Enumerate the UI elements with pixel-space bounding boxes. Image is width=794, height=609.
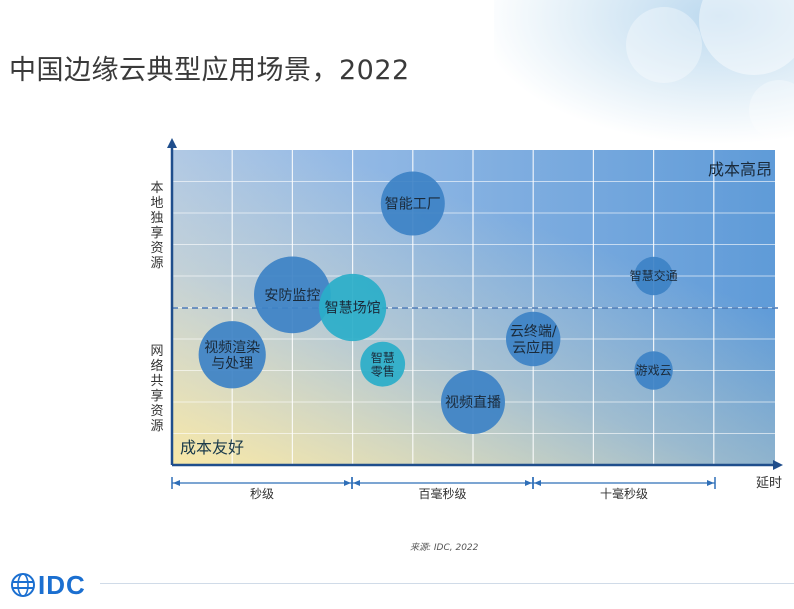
bubble-circle: [319, 273, 387, 342]
x-axis-label: 延时: [756, 476, 782, 491]
bubble-label: 智能工厂: [385, 196, 441, 212]
bubble-label: 智慧零售: [371, 350, 395, 379]
bubble-circle: [360, 341, 406, 387]
y-axis-arrow: [167, 138, 177, 148]
bubble-label: 视频直播: [445, 394, 501, 411]
x-range-label: 秒级: [250, 487, 274, 501]
y-label-top: 本地独享资源: [150, 181, 164, 271]
bubble: 视频渲染与处理: [198, 321, 266, 389]
bubble-label: 游戏云: [636, 364, 672, 378]
page-title: 中国边缘云典型应用场景，2022: [9, 55, 410, 86]
corner-label-top-right: 成本高昂: [708, 160, 772, 179]
x-range-label: 十毫秒级: [600, 486, 648, 501]
x-range-bracket: 十毫秒级: [532, 477, 716, 501]
x-range-bracket: 秒级: [171, 477, 353, 501]
bubble-circle: [441, 370, 505, 434]
bubble-circle: [254, 256, 331, 334]
bubble-label: 安防监控: [264, 288, 320, 304]
bubble: 安防监控: [254, 256, 331, 334]
bubble-circle: [506, 311, 561, 367]
bubble-circle: [380, 171, 445, 236]
x-axis-arrow: [773, 460, 783, 470]
corner-label-bottom-left: 成本友好: [180, 438, 244, 457]
bubble-label: 云终端/云应用: [510, 324, 557, 356]
source-note: 来源: IDC, 2022: [410, 543, 479, 553]
x-range-label: 百毫秒级: [418, 486, 466, 501]
footer-divider: [100, 583, 794, 584]
idc-logo: IDC: [10, 570, 86, 600]
bubble-label: 视频渲染与处理: [204, 340, 260, 372]
bubble: 智能工厂: [380, 171, 445, 236]
bubble: 视频直播: [441, 370, 505, 434]
bubble-circle: [198, 321, 266, 389]
bubble-circle: [634, 256, 673, 296]
bubble-label: 智慧场馆: [325, 300, 381, 316]
bubble: 智慧场馆: [319, 273, 387, 342]
y-label-bottom: 网络共享资源: [150, 344, 164, 434]
bubble: 智慧交通: [630, 256, 678, 296]
decorative-background: [494, 0, 794, 160]
bubble: 智慧零售: [360, 341, 406, 387]
bubble-circle: [634, 351, 673, 390]
bubble: 云终端/云应用: [506, 311, 561, 367]
bubble-label: 智慧交通: [630, 268, 678, 283]
x-range-bracket: 百毫秒级: [351, 477, 534, 501]
bubble: 游戏云: [634, 351, 673, 390]
idc-globe-icon: [11, 573, 35, 597]
